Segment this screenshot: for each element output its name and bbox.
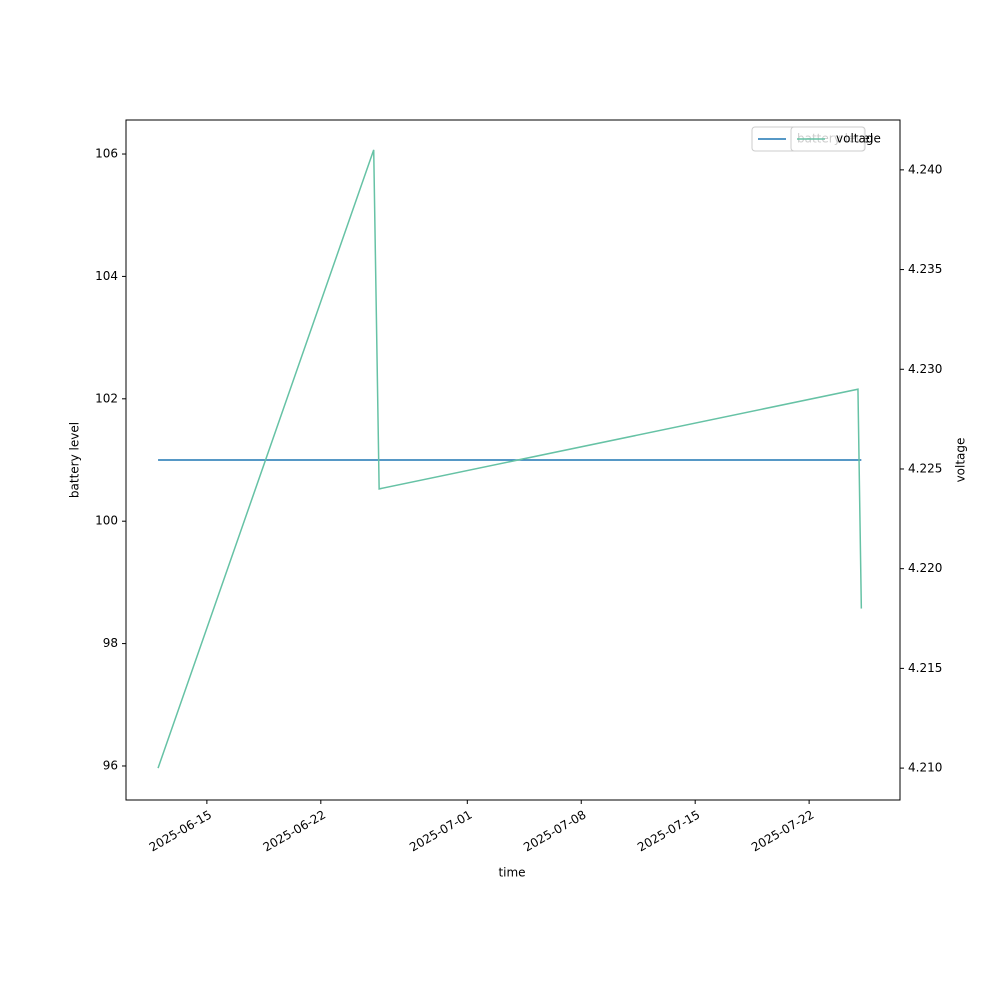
x-tick-label: 2025-07-01 [407,808,474,855]
y-tick-label: 96 [103,758,118,772]
y2-tick-label: 4.215 [908,661,942,675]
y2-tick-label: 4.230 [908,362,942,376]
y2-tick-label: 4.240 [908,162,942,176]
y-tick-label: 100 [95,514,118,528]
plot-frame [125,119,901,801]
y-tick-label: 98 [103,636,118,650]
legend: voltage [790,126,881,152]
x-tick-label: 2025-07-22 [749,808,816,855]
x-tick-label: 2025-06-15 [147,808,214,855]
y-tick-label: 104 [95,269,118,283]
y2-tick-label: 4.225 [908,461,942,475]
legend-label: voltage [836,132,881,146]
y2-tick-label: 4.210 [908,761,942,775]
x-axis-label: time [498,866,525,880]
y-tick-label: 106 [95,147,118,161]
y-tick-label: 102 [95,391,118,405]
x-tick-label: 2025-06-22 [261,808,328,855]
y2-axis-label: voltage [954,438,968,483]
x-tick-label: 2025-07-15 [635,808,702,855]
y2-tick-label: 4.220 [908,561,942,575]
y2-tick-label: 4.235 [908,262,942,276]
x-tick-label: 2025-07-08 [521,808,588,855]
series-line [157,149,863,769]
legend-box [790,126,866,152]
y-axis-label: battery level [68,422,82,498]
